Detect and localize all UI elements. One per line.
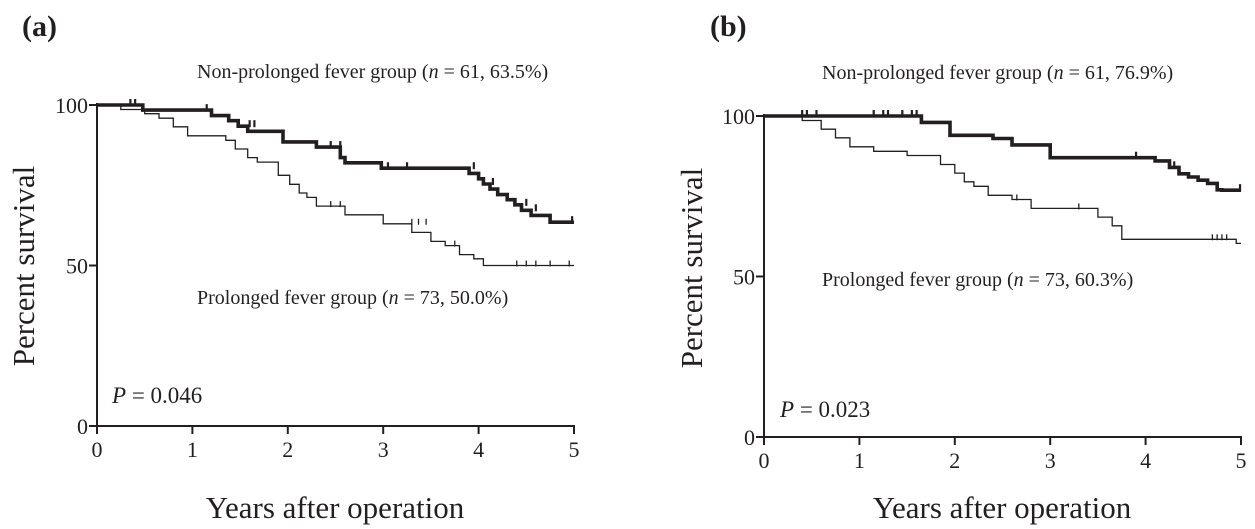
survival-step-line <box>764 114 1241 192</box>
x-tick-label: 1 <box>187 437 198 462</box>
x-tick-label: 2 <box>282 437 293 462</box>
series-label: Non-prolonged fever group (n = 61, 63.5%… <box>197 61 548 83</box>
x-tick-label: 0 <box>92 437 103 462</box>
survival-curve-non-prolonged <box>97 99 574 224</box>
survival-curve-prolonged <box>764 115 1241 245</box>
p-value-equals: = <box>126 383 150 408</box>
y-tick-label: 100 <box>722 104 755 129</box>
panel-label: (b) <box>710 10 747 43</box>
p-value-equals: = <box>794 397 818 422</box>
series-label-prefix: Prolonged fever group ( <box>822 269 1014 291</box>
survival-step-line <box>764 115 1241 245</box>
y-axis-label: Percent survival <box>674 168 709 369</box>
survival-curve-prolonged <box>97 104 574 267</box>
p-value-number: 0.046 <box>151 383 203 408</box>
series-label-suffix: = 73, 50.0%) <box>399 287 509 309</box>
series-label-prefix: Non-prolonged fever group ( <box>822 62 1054 84</box>
p-value-symbol: P <box>111 383 126 408</box>
series-label-suffix: = 61, 63.5%) <box>439 61 549 83</box>
p-value-symbol: P <box>779 397 794 422</box>
y-tick-label: 0 <box>77 414 88 439</box>
series-label-n: n <box>1014 269 1024 291</box>
x-tick-label: 4 <box>473 437 484 462</box>
series-label-prefix: Prolonged fever group ( <box>197 287 389 309</box>
series-label-suffix: = 73, 60.3%) <box>1024 269 1134 291</box>
x-axis-label: Years after operation <box>873 490 1132 525</box>
y-tick-label: 100 <box>55 93 88 118</box>
series-label-n: n <box>1054 62 1064 84</box>
y-tick-label: 50 <box>733 265 755 290</box>
x-tick-label: 5 <box>569 437 580 462</box>
series-label-n: n <box>429 61 439 83</box>
x-tick-label: 0 <box>759 448 770 473</box>
series-label-prefix: Non-prolonged fever group ( <box>197 61 429 83</box>
series-label: Prolonged fever group (n = 73, 50.0%) <box>197 287 508 309</box>
panel-label: (a) <box>22 10 57 43</box>
series-label: Non-prolonged fever group (n = 61, 76.9%… <box>822 62 1173 84</box>
series-label: Prolonged fever group (n = 73, 60.3%) <box>822 269 1133 291</box>
x-tick-label: 2 <box>949 448 960 473</box>
x-tick-label: 1 <box>854 448 865 473</box>
survival-curve-non-prolonged <box>764 110 1242 192</box>
x-axis-label: Years after operation <box>206 490 465 525</box>
survival-step-line <box>97 103 574 224</box>
series-label-suffix: = 61, 76.9%) <box>1064 62 1174 84</box>
x-tick-label: 4 <box>1140 448 1151 473</box>
x-tick-label: 3 <box>378 437 389 462</box>
p-value-annotation: P = 0.046 <box>111 383 202 408</box>
x-tick-label: 5 <box>1236 448 1247 473</box>
y-tick-label: 50 <box>66 254 88 279</box>
y-tick-label: 0 <box>744 425 755 450</box>
x-tick-label: 3 <box>1045 448 1056 473</box>
series-label-n: n <box>389 287 399 309</box>
survival-step-line <box>97 104 574 267</box>
p-value-annotation: P = 0.023 <box>779 397 870 422</box>
y-axis-label: Percent survival <box>6 166 41 367</box>
p-value-number: 0.023 <box>819 397 871 422</box>
